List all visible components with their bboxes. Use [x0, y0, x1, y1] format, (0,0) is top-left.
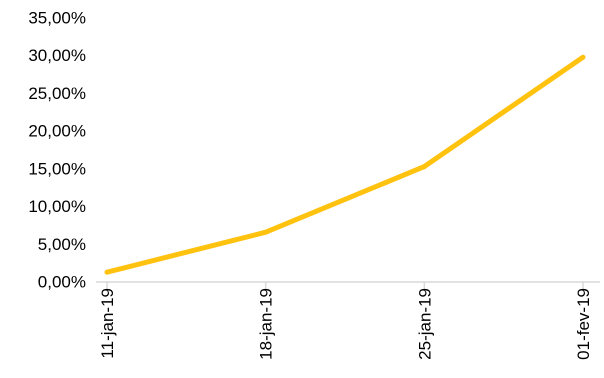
y-tick-label: 15,00% — [28, 159, 86, 178]
y-tick-label: 0,00% — [38, 273, 86, 292]
x-axis: 11-jan-19 18-jan-19 25-jan-19 01-fev-19 — [96, 281, 600, 360]
x-tick-label: 01-fev-19 — [574, 288, 593, 360]
data-point — [421, 164, 427, 170]
y-tick-label: 5,00% — [38, 235, 86, 254]
x-tick-label: 11-jan-19 — [98, 288, 117, 359]
y-axis: 0,00% 5,00% 10,00% 15,00% 20,00% 25,00% 30,00%… — [28, 9, 86, 292]
y-tick-label: 20,00% — [28, 122, 86, 141]
y-tick-label: 30,00% — [28, 46, 86, 65]
data-point — [263, 229, 269, 235]
series-layer — [104, 54, 586, 275]
series-line — [106, 55, 585, 275]
data-point — [104, 269, 110, 275]
y-tick-label: 10,00% — [28, 197, 86, 216]
data-point — [580, 54, 586, 60]
y-tick-label: 35,00% — [28, 9, 86, 28]
x-tick-label: 25-jan-19 — [415, 288, 434, 360]
y-tick-label: 25,00% — [28, 84, 86, 103]
x-tick-label: 18-jan-19 — [257, 288, 276, 360]
